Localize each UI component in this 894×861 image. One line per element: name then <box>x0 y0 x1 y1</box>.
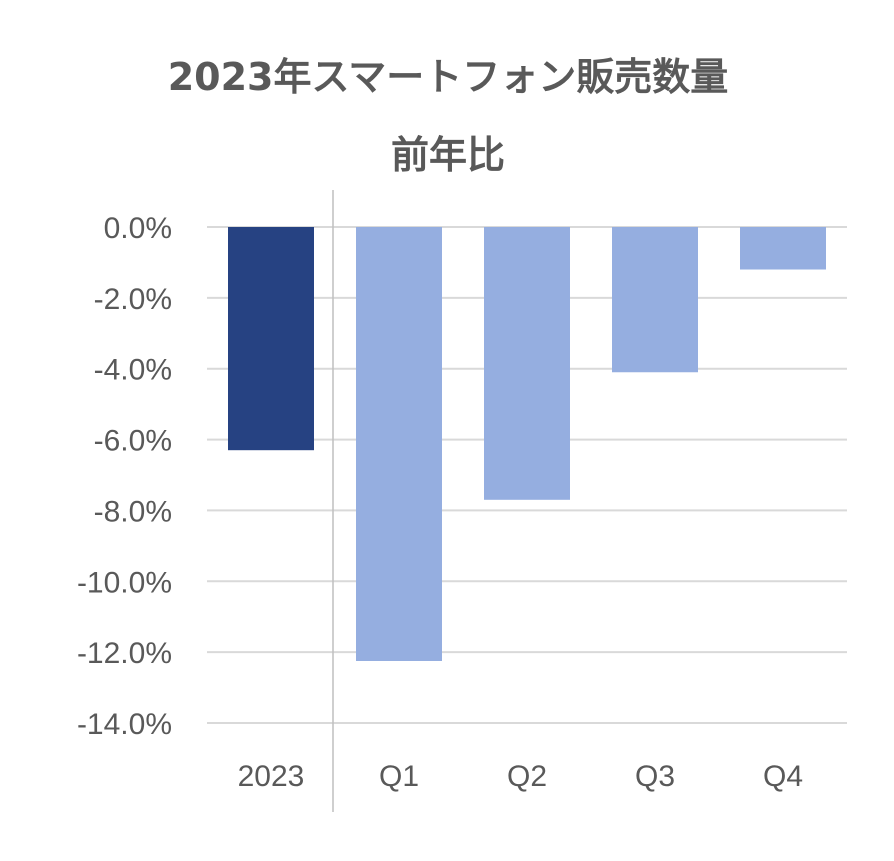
bar-q4 <box>740 227 826 270</box>
x-tick-label: 2023 <box>238 760 305 793</box>
y-tick-label: -12.0% <box>77 637 172 670</box>
x-tick-label: Q4 <box>763 760 803 793</box>
x-tick-label: Q1 <box>379 760 419 793</box>
x-tick-label: Q3 <box>635 760 675 793</box>
y-tick-label: -6.0% <box>94 425 172 458</box>
chart-subtitle: 前年比 <box>391 133 505 177</box>
y-tick-label: -4.0% <box>94 354 172 387</box>
y-tick-label: 0.0% <box>104 212 172 245</box>
y-tick-label: -2.0% <box>94 283 172 316</box>
bar-2023 <box>228 227 314 451</box>
y-tick-label: -10.0% <box>77 566 172 599</box>
bar-q2 <box>484 227 570 500</box>
y-tick-label: -14.0% <box>77 708 172 741</box>
x-tick-label: Q2 <box>507 760 547 793</box>
chart-title: 2023年スマートフォン販売数量 <box>168 55 729 99</box>
bar-q3 <box>612 227 698 373</box>
bar-q1 <box>356 227 442 661</box>
y-tick-label: -8.0% <box>94 495 172 528</box>
